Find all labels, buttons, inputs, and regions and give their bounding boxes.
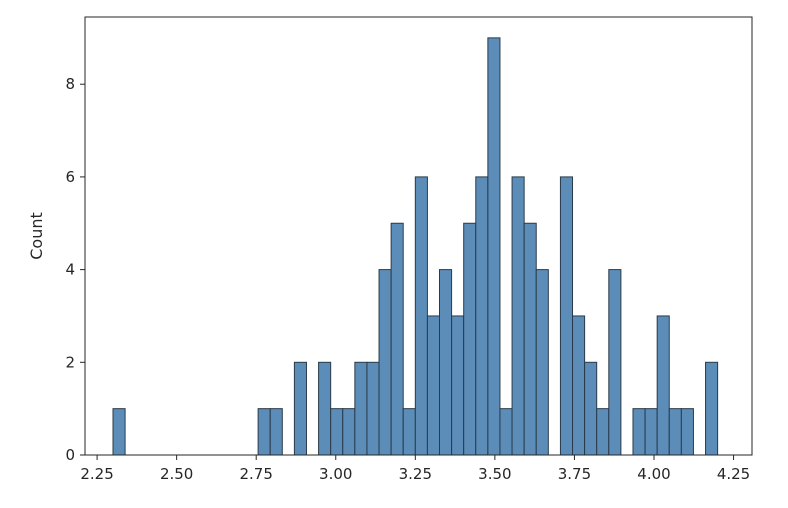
bars-group (112, 37, 719, 456)
histogram-bar (402, 408, 416, 456)
x-tick-label: 3.00 (319, 465, 352, 483)
histogram-bar (584, 361, 598, 456)
histogram-bar (511, 176, 525, 456)
histogram-bar (632, 408, 646, 456)
y-tick-label: 4 (65, 261, 75, 279)
histogram-bar (596, 408, 610, 456)
y-tick-label: 8 (65, 75, 75, 93)
histogram-bar (523, 222, 537, 456)
x-axis-ticks: 2.25 2.50 2.75 3.00 3.25 3.50 3.75 4.00 4.25 (80, 455, 750, 483)
y-tick-label: 6 (65, 168, 75, 186)
histogram-bar (559, 176, 574, 456)
histogram-bar (535, 269, 549, 456)
histogram-bar (668, 408, 682, 456)
histogram-bar (342, 408, 356, 456)
x-tick-label: 3.25 (399, 465, 432, 483)
histogram-bar (390, 222, 404, 456)
x-tick-label: 3.75 (558, 465, 591, 483)
histogram-bar (112, 408, 126, 456)
histogram-bar (463, 222, 477, 456)
histogram-bar (644, 408, 658, 456)
histogram-bar (293, 361, 307, 456)
histogram-bar (656, 315, 670, 456)
x-tick-label: 4.25 (717, 465, 750, 483)
x-tick-label: 2.25 (80, 465, 113, 483)
y-tick-label: 2 (65, 353, 75, 371)
histogram-bar (269, 408, 283, 456)
histogram-bar (378, 269, 392, 456)
histogram-bar (318, 361, 332, 456)
histogram-bar (499, 408, 513, 456)
histogram-bar (414, 176, 428, 456)
x-tick-label: 4.00 (637, 465, 670, 483)
histogram-bar (426, 315, 441, 456)
histogram-bar (680, 408, 694, 456)
histogram-bar (330, 408, 344, 456)
x-tick-label: 2.50 (160, 465, 193, 483)
x-tick-label: 3.50 (478, 465, 511, 483)
histogram-bar (475, 176, 489, 456)
histogram-bar (572, 315, 586, 456)
histogram-bar (439, 269, 453, 456)
y-axis-label: Count (27, 212, 46, 260)
y-tick-label: 0 (65, 446, 75, 464)
y-axis-ticks: 0 2 4 6 8 (65, 75, 85, 464)
histogram-bar (487, 37, 501, 456)
histogram-bar (366, 361, 380, 456)
histogram-bar (451, 315, 465, 456)
histogram-bar (705, 361, 719, 456)
histogram-bar (354, 361, 368, 456)
plot-frame (84, 16, 753, 456)
x-tick-label: 2.75 (240, 465, 273, 483)
histogram-bar (257, 408, 271, 456)
histogram-bar (608, 269, 622, 456)
